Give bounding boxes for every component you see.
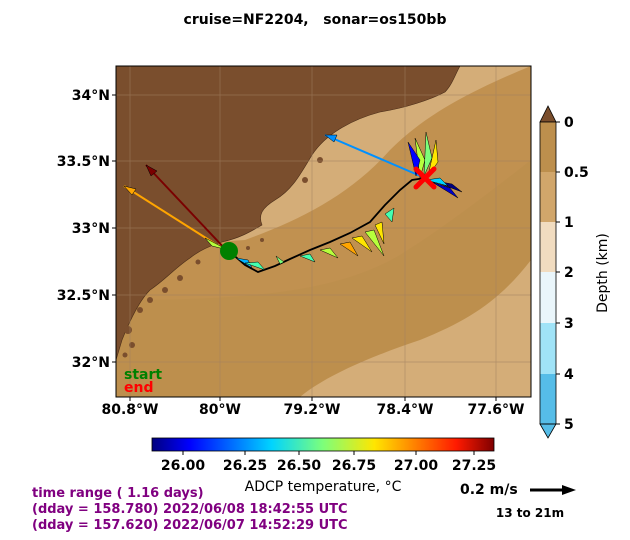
temp-tick: 26.25 — [223, 458, 267, 474]
lon-tick: 79.2°W — [284, 402, 341, 418]
lat-tick: 33.5°N — [57, 154, 110, 170]
depth-colorbar: 0 0.5 1 2 3 4 5 Depth (km) — [539, 105, 611, 439]
legend-start: start — [124, 367, 162, 383]
lat-tick: 33°N — [72, 221, 110, 237]
chart-title: cruise=NF2204, sonar=os150bb — [183, 12, 447, 28]
temperature-colorbar: 26.00 26.25 26.50 26.75 27.00 27.25 ADCP… — [151, 437, 496, 495]
lon-tick: 78.4°W — [377, 402, 434, 418]
lon-tick: 80°W — [199, 402, 241, 418]
end-marker — [413, 166, 437, 190]
depth-tick: 1 — [564, 215, 574, 231]
time-range-line: time range ( 1.16 days) — [32, 486, 204, 501]
temp-tick: 26.00 — [161, 458, 206, 474]
temp-colorbar-label: ADCP temperature, °C — [245, 479, 402, 495]
shelf-upper — [116, 66, 531, 300]
depth-colorbar-label: Depth (km) — [595, 233, 611, 313]
lon-tick: 80.8°W — [102, 402, 159, 418]
lon-tick-labels: 80.8°W 80°W 79.2°W 78.4°W 77.6°W — [102, 402, 525, 418]
ship-track — [229, 177, 426, 273]
lat-tick: 32°N — [72, 355, 110, 371]
lat-tick-labels: 34°N 33.5°N 33°N 32.5°N 32°N — [57, 88, 110, 371]
temp-tick: 27.00 — [394, 458, 439, 474]
depth-tick: 0.5 — [564, 165, 589, 181]
map-frame — [115, 65, 532, 398]
depth-tick: 4 — [564, 367, 574, 383]
temp-tick: 27.25 — [452, 458, 496, 474]
lat-tick: 32.5°N — [57, 288, 110, 304]
lon-tick: 77.6°W — [468, 402, 525, 418]
time-start-line: (dday = 157.620) 2022/06/07 14:52:29 UTC — [32, 518, 348, 533]
scale-depth-range: 13 to 21m — [496, 506, 564, 520]
land-mass — [116, 66, 461, 361]
current-vectors-track — [275, 207, 395, 265]
legend-end: end — [124, 380, 153, 396]
lat-tick: 34°N — [72, 88, 110, 104]
current-vectors-end — [324, 131, 463, 199]
depth-tick: 5 — [564, 417, 574, 433]
depth-tick: 2 — [564, 265, 574, 281]
scale-label: 0.2 m/s — [460, 482, 518, 498]
temp-tick: 26.75 — [332, 458, 376, 474]
depth-tick: 3 — [564, 316, 574, 332]
start-marker — [220, 242, 238, 260]
depth-tick: 0 — [564, 115, 574, 131]
time-end-line: (dday = 158.780) 2022/06/08 18:42:55 UTC — [32, 502, 348, 517]
map-area — [116, 66, 531, 397]
graticule — [116, 66, 531, 397]
axis-ticks — [112, 94, 497, 401]
temp-tick: 26.50 — [277, 458, 322, 474]
scale-arrow: 0.2 m/s 13 to 21m — [460, 482, 576, 520]
